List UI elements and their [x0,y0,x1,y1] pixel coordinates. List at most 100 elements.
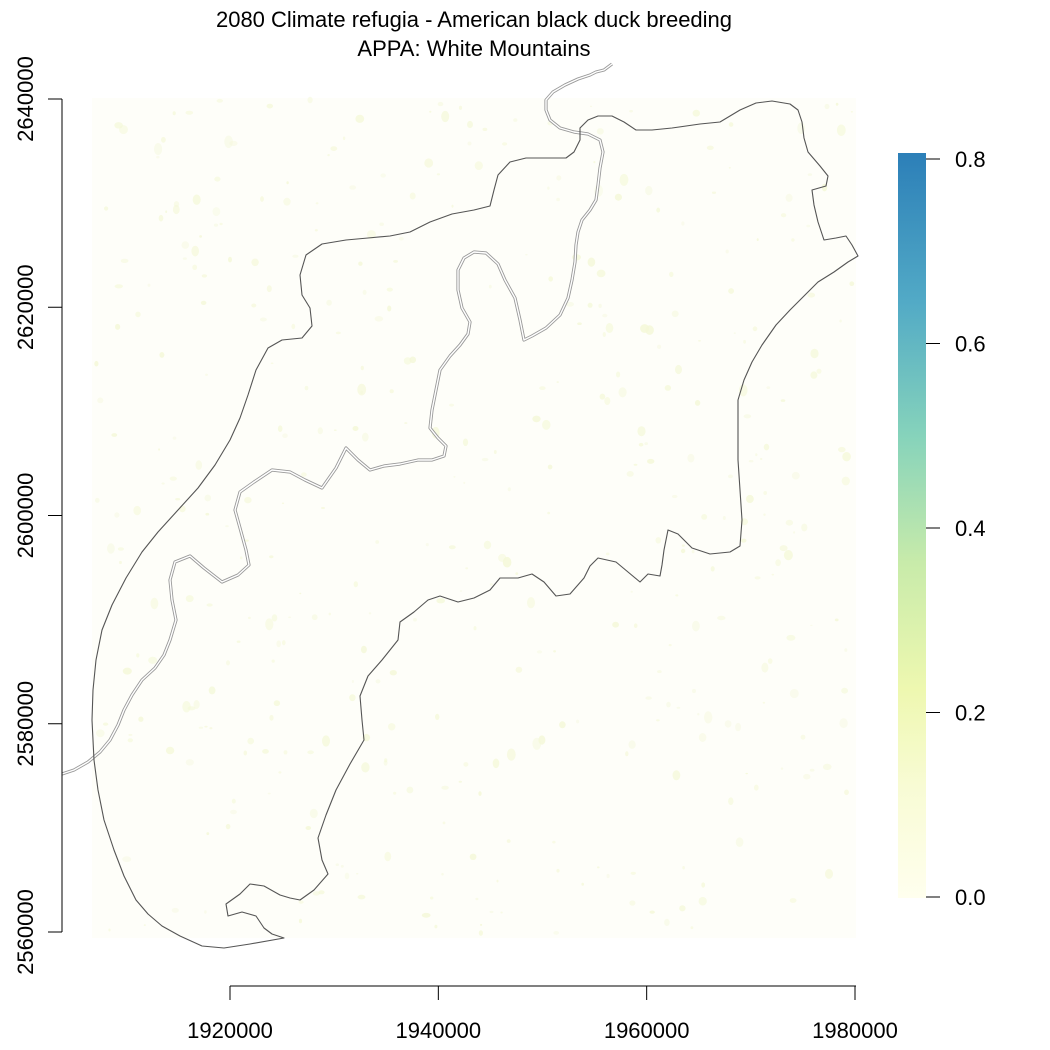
raster-cell [143,924,146,926]
raster-cell [763,443,770,451]
raster-cell [206,603,213,607]
raster-cell [680,548,686,554]
raster-cell [553,931,559,935]
y-tick-label: 2640000 [13,56,38,142]
raster-cell [148,656,158,664]
raster-cell [122,667,132,675]
raster-cell [681,544,685,547]
raster-cell [825,868,833,879]
raster-cell [315,202,319,205]
raster-cell [102,722,109,726]
raster-cell [169,476,177,481]
raster-cell [219,222,223,226]
raster-cell [349,185,357,190]
raster-cell [453,476,456,478]
raster-cell [229,140,238,146]
raster-cell [515,572,519,575]
raster-cell [556,197,560,202]
raster-cell [309,808,318,819]
raster-cell [214,176,221,182]
raster-cell [502,142,508,146]
raster-cell [421,912,431,918]
raster-cell [344,872,350,880]
raster-cell [436,173,440,176]
raster-cell [413,617,417,622]
raster-cell [547,186,550,190]
raster-cell [556,175,562,181]
raster-cell [745,772,748,775]
raster-cell [436,598,446,604]
raster-cell [539,386,546,390]
raster-cell [710,566,715,572]
raster-cell [195,460,203,470]
raster-cell [117,547,124,551]
raster-cell [682,866,685,870]
raster-cell [96,729,105,738]
raster-cell [158,214,164,222]
raster-cell [728,797,734,805]
raster-cell [766,386,771,389]
raster-cell [810,624,813,627]
raster-cell [281,502,285,505]
raster-cell [671,494,678,499]
raster-cell [675,364,682,375]
raster-cell [593,161,596,164]
raster-cell [357,894,366,900]
raster-cell [694,400,701,406]
raster-cell [577,322,582,326]
x-tick-label: 1980000 [812,1018,898,1043]
raster-cell [434,924,438,929]
raster-cell [754,576,761,580]
raster-cell [783,550,793,561]
raster-cell [637,426,646,437]
raster-background [92,98,856,938]
raster-cell [581,882,584,886]
raster-cell [669,271,674,278]
legend-tick-label: 0.2 [955,701,986,726]
raster-cell [360,645,367,654]
raster-cell [838,446,846,453]
raster-cell [225,525,229,528]
raster-cell [735,837,744,847]
raster-cell [286,181,289,185]
raster-cell [614,193,623,201]
raster-cell [200,300,207,305]
raster-cell [356,873,359,875]
raster-cell [386,287,393,292]
raster-cell [717,615,726,621]
raster-cell [97,397,104,404]
raster-cell [842,452,851,462]
raster-cell [692,620,700,632]
raster-cell [475,897,479,901]
raster-cell [172,204,180,215]
raster-cell [462,438,469,447]
raster-cell [199,235,203,238]
raster-cell [182,701,191,713]
raster-cell [502,556,512,568]
state-boundary-line [61,62,613,776]
raster-cell [404,422,408,424]
raster-cell [185,110,194,115]
raster-cell [298,900,304,904]
raster-cell [597,866,600,869]
raster-cell [506,839,511,843]
raster-cell [205,373,208,376]
raster-cell [111,433,118,437]
raster-cell [500,911,503,914]
raster-cell [649,910,655,914]
raster-cell [756,238,759,242]
raster-cell [267,792,271,795]
raster-cell [226,660,230,666]
raster-cell [612,621,619,628]
raster-cell [282,433,288,439]
raster-cell [644,442,648,446]
raster-cell [625,751,629,757]
raster-cell [441,872,444,876]
raster-cell [230,809,237,815]
raster-cell [786,634,796,641]
raster-cell [793,531,796,534]
raster-cell [478,791,482,796]
raster-cell [429,110,432,113]
raster-cell [231,798,236,804]
raster-cell [760,458,763,460]
